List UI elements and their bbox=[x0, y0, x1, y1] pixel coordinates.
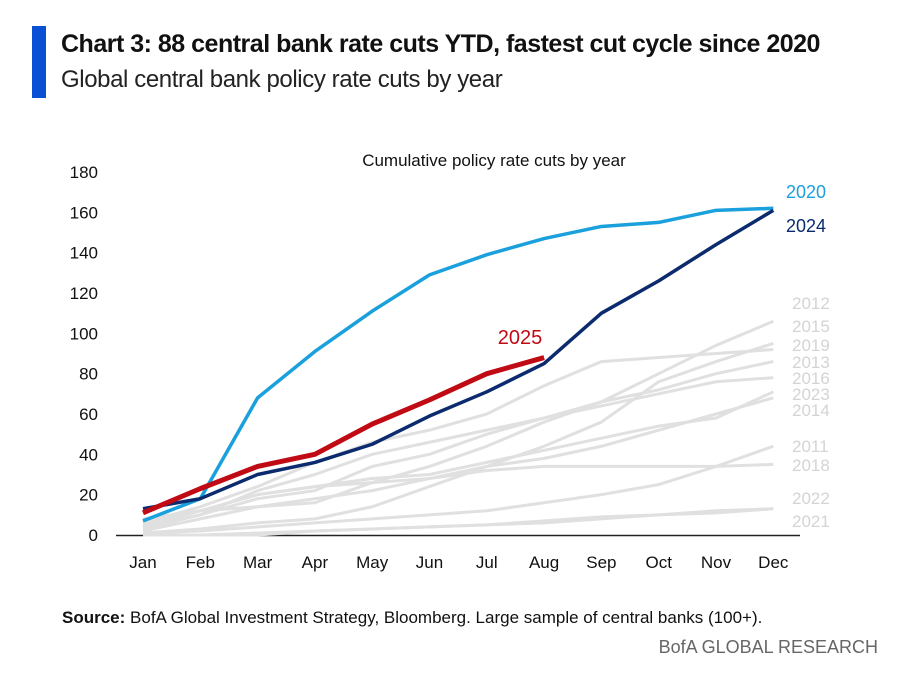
y-tick-label: 100 bbox=[70, 324, 98, 343]
series-line-2024 bbox=[142, 208, 775, 511]
y-tick-label: 180 bbox=[70, 163, 98, 182]
y-tick-label: 140 bbox=[70, 244, 98, 263]
series-label-2022: 2022 bbox=[792, 489, 830, 508]
series-label-2014: 2014 bbox=[792, 401, 830, 420]
chart-title: Chart 3: 88 central bank rate cuts YTD, … bbox=[61, 30, 820, 58]
source-note: Source: BofA Global Investment Strategy,… bbox=[62, 608, 762, 628]
x-tick-label: Jan bbox=[129, 553, 156, 572]
x-tick-label: Aug bbox=[529, 553, 559, 572]
series-line-2011 bbox=[142, 444, 774, 535]
brand-label: BofA GLOBAL RESEARCH bbox=[658, 637, 878, 657]
series-line-2020 bbox=[142, 206, 774, 523]
series-line-2019 bbox=[142, 341, 774, 535]
series-label-2019: 2019 bbox=[792, 336, 830, 355]
y-tick-label: 80 bbox=[79, 365, 98, 384]
series-label-2025: 2025 bbox=[498, 327, 543, 349]
x-tick-label: Jul bbox=[476, 553, 498, 572]
series-line-2014 bbox=[142, 396, 774, 529]
series-line-2025 bbox=[142, 355, 545, 516]
x-tick-label: May bbox=[356, 553, 389, 572]
x-tick-label: Jun bbox=[416, 553, 443, 572]
y-tick-label: 20 bbox=[79, 486, 98, 505]
series-label-2023: 2023 bbox=[792, 385, 830, 404]
y-tick-label: 40 bbox=[79, 445, 98, 464]
source-label: Source: bbox=[62, 608, 126, 627]
series-line-2013 bbox=[142, 347, 774, 525]
series-label-2021: 2021 bbox=[792, 512, 830, 531]
source-text: BofA Global Investment Strategy, Bloombe… bbox=[125, 608, 763, 627]
x-tick-label: Dec bbox=[758, 553, 789, 572]
x-tick-label: Sep bbox=[586, 553, 616, 572]
y-tick-label: 0 bbox=[89, 526, 98, 545]
x-tick-label: Mar bbox=[243, 553, 273, 572]
series-line-2018 bbox=[142, 462, 774, 521]
series-label-2018: 2018 bbox=[792, 456, 830, 475]
series-label-2024: 2024 bbox=[786, 216, 826, 236]
x-tick-label: Nov bbox=[701, 553, 732, 572]
chart-subtitle: Global central bank policy rate cuts by … bbox=[61, 66, 503, 93]
y-tick-label: 160 bbox=[70, 203, 98, 222]
series-label-2011: 2011 bbox=[792, 437, 829, 456]
x-tick-label: Oct bbox=[645, 553, 672, 572]
series-label-2013: 2013 bbox=[792, 353, 830, 372]
series-line-2021 bbox=[143, 507, 774, 537]
series-line-2016 bbox=[142, 376, 774, 529]
series-label-2020: 2020 bbox=[786, 182, 826, 202]
line-chart: Cumulative policy rate cuts by year 0 20 4… bbox=[70, 151, 830, 572]
series-label-2016: 2016 bbox=[792, 369, 830, 388]
series-label-2015: 2015 bbox=[792, 317, 830, 336]
x-tick-label: Feb bbox=[186, 553, 215, 572]
series-label-2012: 2012 bbox=[792, 294, 830, 313]
accent-bar bbox=[32, 26, 46, 98]
y-tick-label: 120 bbox=[70, 284, 98, 303]
series-line-2012 bbox=[142, 360, 774, 531]
x-tick-label: Apr bbox=[302, 553, 329, 572]
y-tick-label: 60 bbox=[79, 405, 98, 424]
plot-title: Cumulative policy rate cuts by year bbox=[362, 151, 626, 170]
